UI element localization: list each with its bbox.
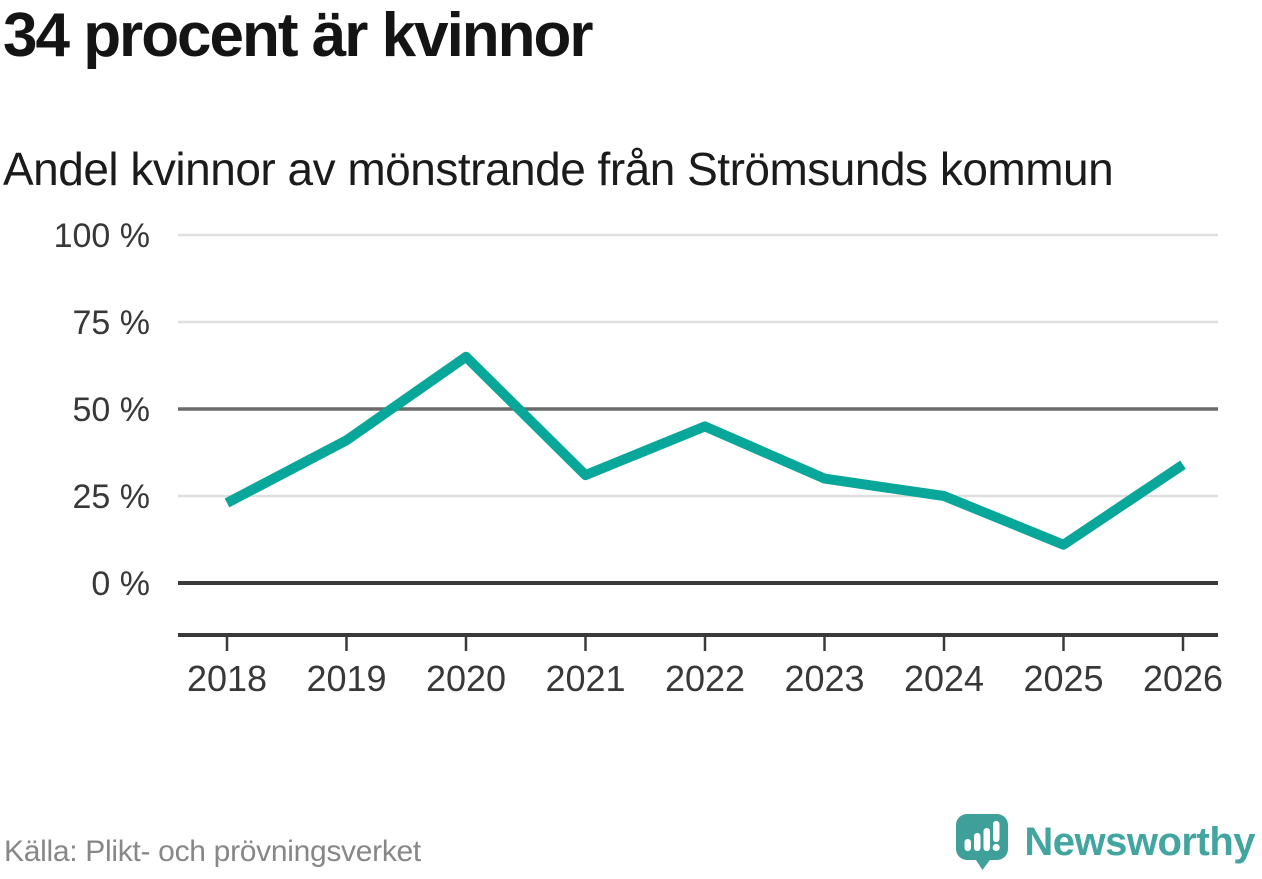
- x-tick-label: 2023: [784, 658, 864, 699]
- y-tick-label: 25 %: [73, 478, 151, 516]
- chart-subtitle: Andel kvinnor av mönstrande från Strömsu…: [3, 143, 1114, 195]
- x-tick-label: 2025: [1023, 658, 1103, 699]
- source-note: Källa: Plikt- och prövningsverket: [4, 835, 421, 868]
- x-tick-label: 2022: [665, 658, 745, 699]
- y-tick-label: 75 %: [73, 304, 151, 342]
- headline: 34 procent är kvinnor: [3, 1, 594, 70]
- brand-logo: Newsworthy: [956, 814, 1255, 871]
- data-line: [224, 351, 1186, 550]
- y-tick-label: 0 %: [91, 565, 150, 603]
- line-chart: 0 % 25 % 50 % 75 % 100 % 2018 2019 2020 2021 2022…: [54, 217, 1223, 699]
- x-tick-label: 2018: [187, 658, 267, 699]
- y-tick-label: 100 %: [54, 217, 150, 255]
- brand-name: Newsworthy: [1024, 820, 1255, 864]
- newsworthy-icon: [956, 814, 1009, 870]
- x-tick-label: 2026: [1143, 658, 1223, 699]
- x-tick-label: 2020: [426, 658, 506, 699]
- x-tick-label: 2021: [545, 658, 625, 699]
- x-tick-label: 2024: [904, 658, 984, 699]
- x-tick-label: 2019: [306, 658, 386, 699]
- y-tick-label: 50 %: [73, 391, 151, 429]
